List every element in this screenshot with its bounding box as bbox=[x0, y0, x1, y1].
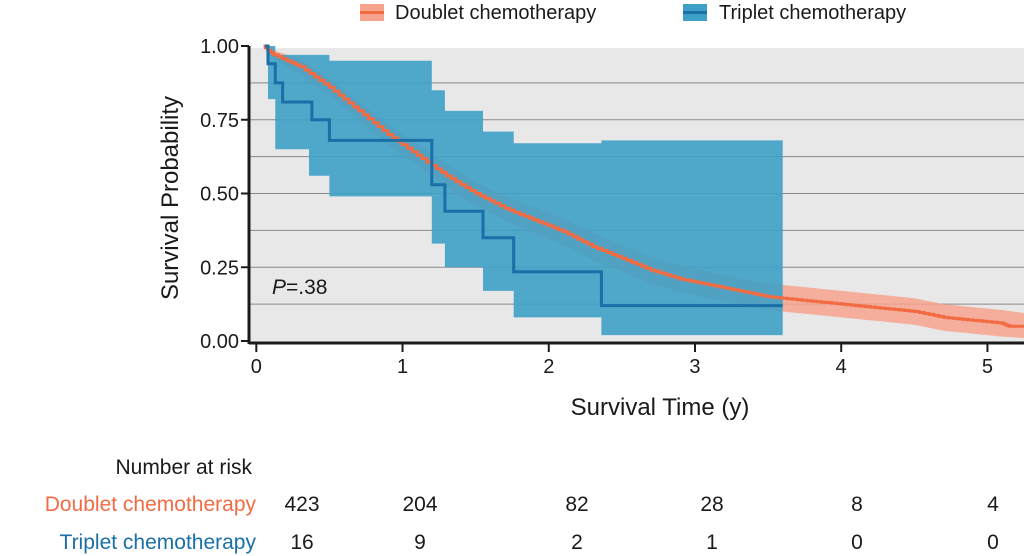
risk-value-doublet: 82 bbox=[565, 493, 588, 516]
x-axis-title: Survival Time (y) bbox=[571, 394, 750, 421]
risk-value-triplet: 9 bbox=[414, 531, 426, 554]
risk-value-doublet: 204 bbox=[402, 493, 437, 516]
x-tick-label: 0 bbox=[251, 356, 262, 378]
legend: Doublet chemotherapy Triplet chemotherap… bbox=[360, 2, 906, 24]
risk-table-title: Number at risk bbox=[115, 456, 252, 479]
legend-label-triplet: Triplet chemotherapy bbox=[719, 2, 906, 24]
band-triplet bbox=[265, 46, 783, 336]
x-tick-label: 1 bbox=[397, 356, 408, 378]
x-ticks: 0 1 2 3 4 5 bbox=[251, 343, 993, 378]
p-value-symbol: P bbox=[272, 276, 286, 299]
risk-table: Number at risk Doublet chemotherapy Trip… bbox=[45, 456, 999, 554]
y-ticks: 0.00 0.25 0.50 0.75 1.00 bbox=[200, 36, 249, 353]
risk-value-triplet: 16 bbox=[290, 531, 313, 554]
p-value-annotation: P=.38 bbox=[272, 276, 327, 299]
risk-value-triplet: 0 bbox=[851, 531, 863, 554]
p-value-number: =.38 bbox=[286, 276, 327, 299]
risk-row-label-triplet: Triplet chemotherapy bbox=[60, 531, 257, 554]
y-tick-label: 0.00 bbox=[200, 331, 239, 353]
x-tick-label: 5 bbox=[982, 356, 993, 378]
y-axis-title: Survival Probability bbox=[157, 96, 184, 300]
risk-value-triplet: 2 bbox=[571, 531, 583, 554]
curve-triplet bbox=[265, 44, 783, 308]
risk-value-doublet: 28 bbox=[700, 493, 723, 516]
x-tick-label: 4 bbox=[836, 356, 847, 378]
x-tick-label: 3 bbox=[689, 356, 700, 378]
y-tick-label: 1.00 bbox=[200, 36, 239, 58]
risk-value-doublet: 423 bbox=[284, 493, 319, 516]
risk-row-label-doublet: Doublet chemotherapy bbox=[45, 493, 257, 516]
legend-label-doublet: Doublet chemotherapy bbox=[395, 2, 596, 24]
y-tick-label: 0.75 bbox=[200, 110, 239, 132]
y-tick-label: 0.50 bbox=[200, 184, 239, 206]
risk-value-triplet: 1 bbox=[706, 531, 718, 554]
x-tick-label: 2 bbox=[543, 356, 554, 378]
curve-doublet bbox=[263, 44, 1024, 328]
risk-value-triplet: 0 bbox=[987, 531, 999, 554]
risk-value-doublet: 4 bbox=[987, 493, 999, 516]
y-tick-label: 0.25 bbox=[200, 257, 239, 279]
risk-value-doublet: 8 bbox=[851, 493, 863, 516]
confidence-bands bbox=[263, 46, 1024, 339]
survival-curves bbox=[263, 44, 1024, 328]
